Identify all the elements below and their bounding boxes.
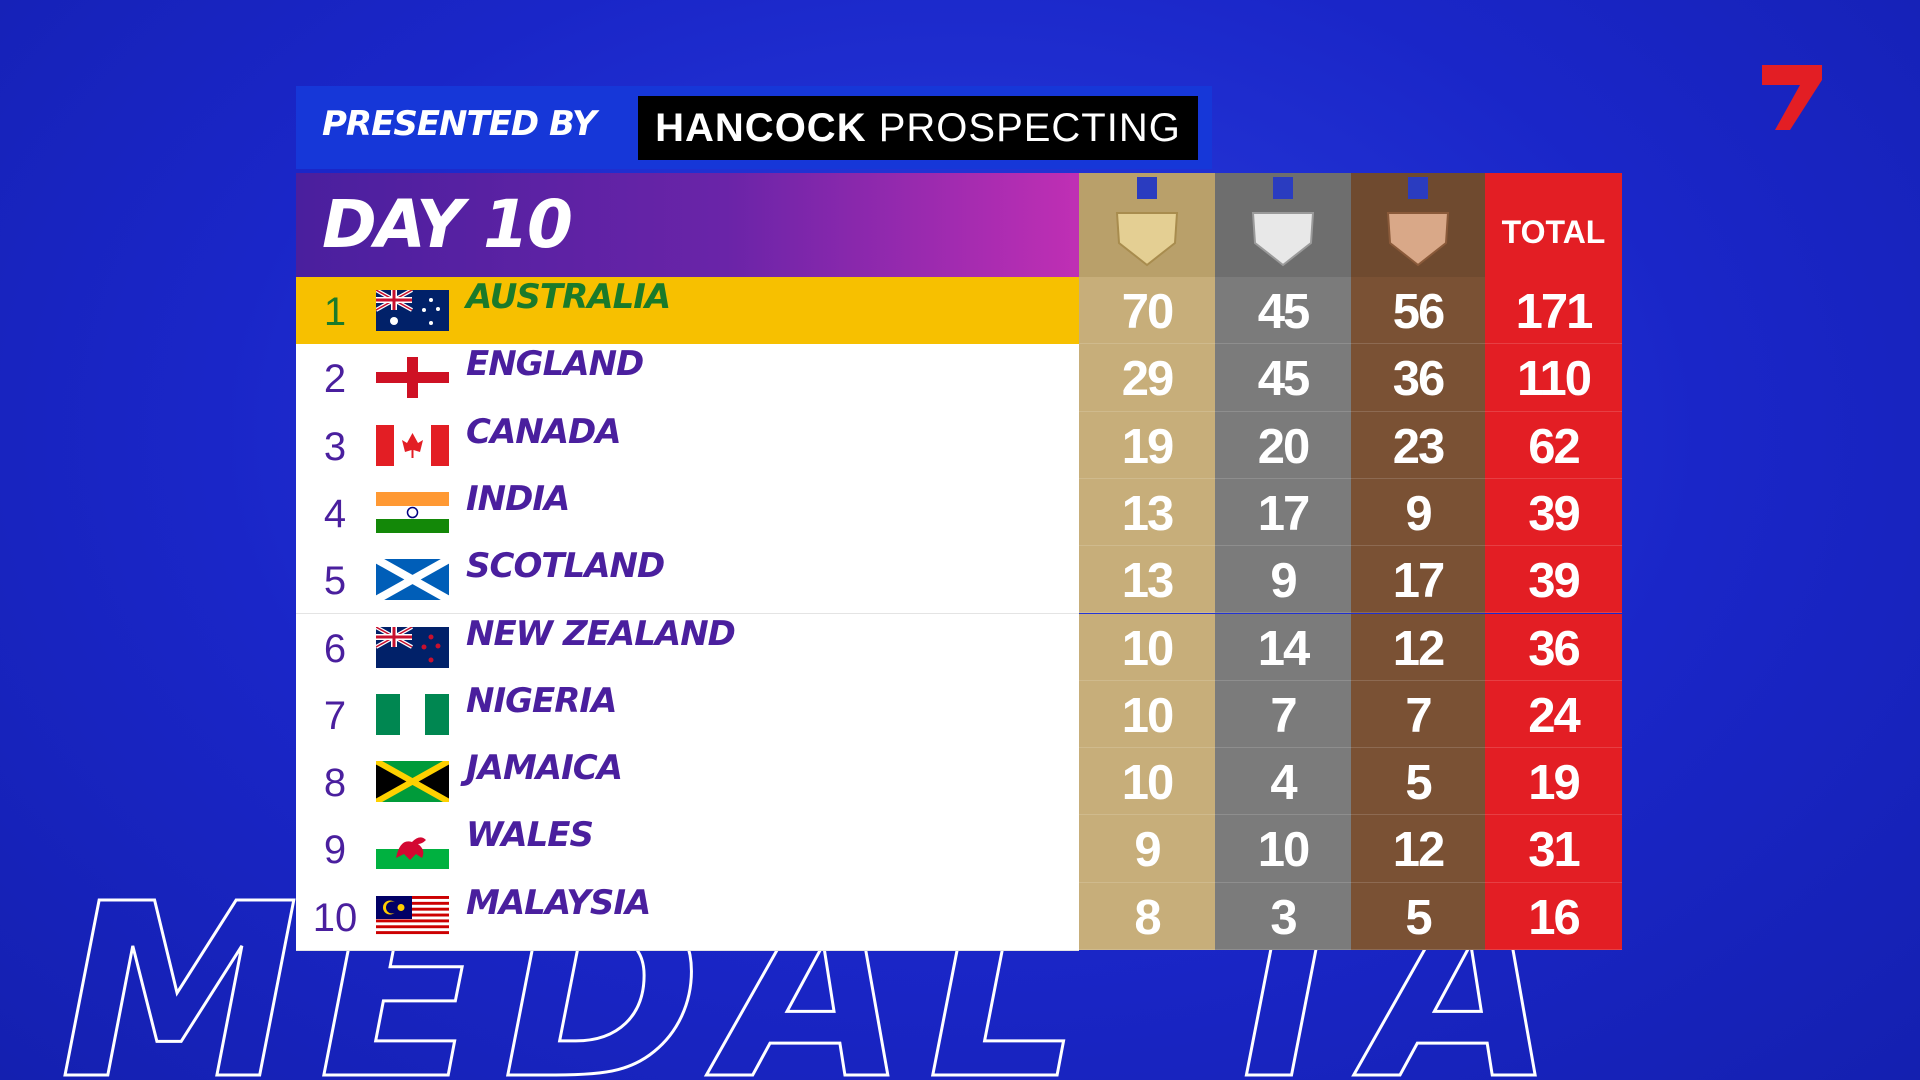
gold-count: 13 — [1079, 478, 1215, 547]
bronze-count: 36 — [1351, 344, 1485, 412]
rank: 7 — [323, 693, 347, 738]
country: INDIA — [466, 478, 570, 519]
total-count: 31 — [1485, 815, 1622, 883]
country: SCOTLAND — [466, 546, 665, 587]
gold-header — [1079, 173, 1215, 277]
total-count: 39 — [1485, 546, 1622, 614]
country: NEW ZEALAND — [466, 613, 736, 654]
title-header — [296, 173, 1079, 277]
total-count: 24 — [1485, 680, 1622, 749]
table-row: 3 CANADA — [296, 411, 1079, 480]
silver-count: 14 — [1215, 613, 1351, 681]
country: AUSTRALIA — [466, 277, 671, 317]
table-row: 10 MALAYSIA — [296, 882, 1079, 951]
total-count: 19 — [1485, 748, 1622, 816]
gold-count: 19 — [1079, 411, 1215, 479]
silver-count: 3 — [1215, 882, 1351, 950]
country: WALES — [466, 815, 594, 856]
flag — [376, 693, 449, 735]
bronze-count: 7 — [1351, 680, 1485, 749]
country: ENGLAND — [466, 344, 644, 385]
flag — [376, 626, 449, 668]
bronze-count: 23 — [1351, 411, 1485, 479]
flag — [376, 290, 449, 331]
sponsor: HANCOCK PROSPECTING — [638, 96, 1198, 160]
flag — [376, 828, 449, 870]
rank: 1 — [323, 290, 347, 334]
silver-count: 7 — [1215, 680, 1351, 749]
silver-medal — [1251, 177, 1315, 267]
country: NIGERIA — [466, 680, 617, 721]
total-count: 39 — [1485, 478, 1622, 547]
silver-count: 45 — [1215, 344, 1351, 412]
sponsor-bold: HANCOCK — [655, 106, 867, 150]
silver-count: 17 — [1215, 478, 1351, 547]
flag — [376, 895, 449, 937]
total-count: 171 — [1485, 277, 1622, 345]
rank: 3 — [323, 424, 347, 469]
rank: 4 — [323, 491, 347, 536]
total-count: 62 — [1485, 411, 1622, 479]
gold-medal — [1115, 177, 1179, 267]
rank: 8 — [323, 761, 347, 806]
country: JAMAICA — [466, 748, 623, 789]
table-row: 2 ENGLAND — [296, 344, 1079, 413]
bronze-count: 17 — [1351, 546, 1485, 614]
rank: 5 — [323, 559, 347, 604]
silver-count: 20 — [1215, 411, 1351, 479]
table-row: 5 SCOTLAND — [296, 546, 1079, 615]
bronze-count: 12 — [1351, 613, 1485, 681]
gold-count: 9 — [1079, 815, 1215, 883]
silver-header — [1215, 173, 1351, 277]
gold-count: 8 — [1079, 882, 1215, 950]
presented-by: PRESENTED BY — [322, 104, 597, 144]
gold-count: 10 — [1079, 748, 1215, 816]
rank: 10 — [312, 895, 358, 940]
bronze-count: 56 — [1351, 277, 1485, 345]
table-row: 9 WALES — [296, 815, 1079, 884]
rank: 9 — [323, 828, 347, 873]
total-count: 16 — [1485, 882, 1622, 950]
gold-count: 13 — [1079, 546, 1215, 614]
flag — [376, 491, 449, 533]
flag — [376, 424, 449, 466]
table-row: 7 NIGERIA — [296, 680, 1079, 750]
flag — [376, 357, 449, 399]
flag — [376, 559, 449, 601]
silver-count: 10 — [1215, 815, 1351, 883]
silver-count: 45 — [1215, 277, 1351, 345]
bronze-header — [1351, 173, 1485, 277]
bronze-medal — [1386, 177, 1450, 267]
rank: 2 — [323, 357, 347, 402]
bronze-count: 12 — [1351, 815, 1485, 883]
sponsor-light: PROSPECTING — [878, 106, 1181, 150]
bronze-count: 5 — [1351, 882, 1485, 950]
total-count: 110 — [1485, 344, 1622, 412]
silver-count: 9 — [1215, 546, 1351, 614]
gold-count: 10 — [1079, 613, 1215, 681]
table-row: 1 AUSTRALIA — [296, 277, 1079, 346]
total-header: TOTAL — [1485, 173, 1622, 277]
gold-count: 10 — [1079, 680, 1215, 749]
gold-count: 29 — [1079, 344, 1215, 412]
rank: 6 — [323, 626, 347, 671]
table-row: 8 JAMAICA — [296, 748, 1079, 817]
bronze-count: 9 — [1351, 478, 1485, 547]
table-row: 4 INDIA — [296, 478, 1079, 548]
title: DAY 10 — [322, 186, 573, 263]
bronze-count: 5 — [1351, 748, 1485, 816]
country: CANADA — [466, 411, 622, 452]
flag — [376, 761, 449, 803]
table-row: 6 NEW ZEALAND — [296, 613, 1079, 682]
gold-count: 70 — [1079, 277, 1215, 345]
country: MALAYSIA — [466, 882, 651, 923]
silver-count: 4 — [1215, 748, 1351, 816]
channel-logo — [1762, 65, 1822, 130]
total-count: 36 — [1485, 613, 1622, 681]
